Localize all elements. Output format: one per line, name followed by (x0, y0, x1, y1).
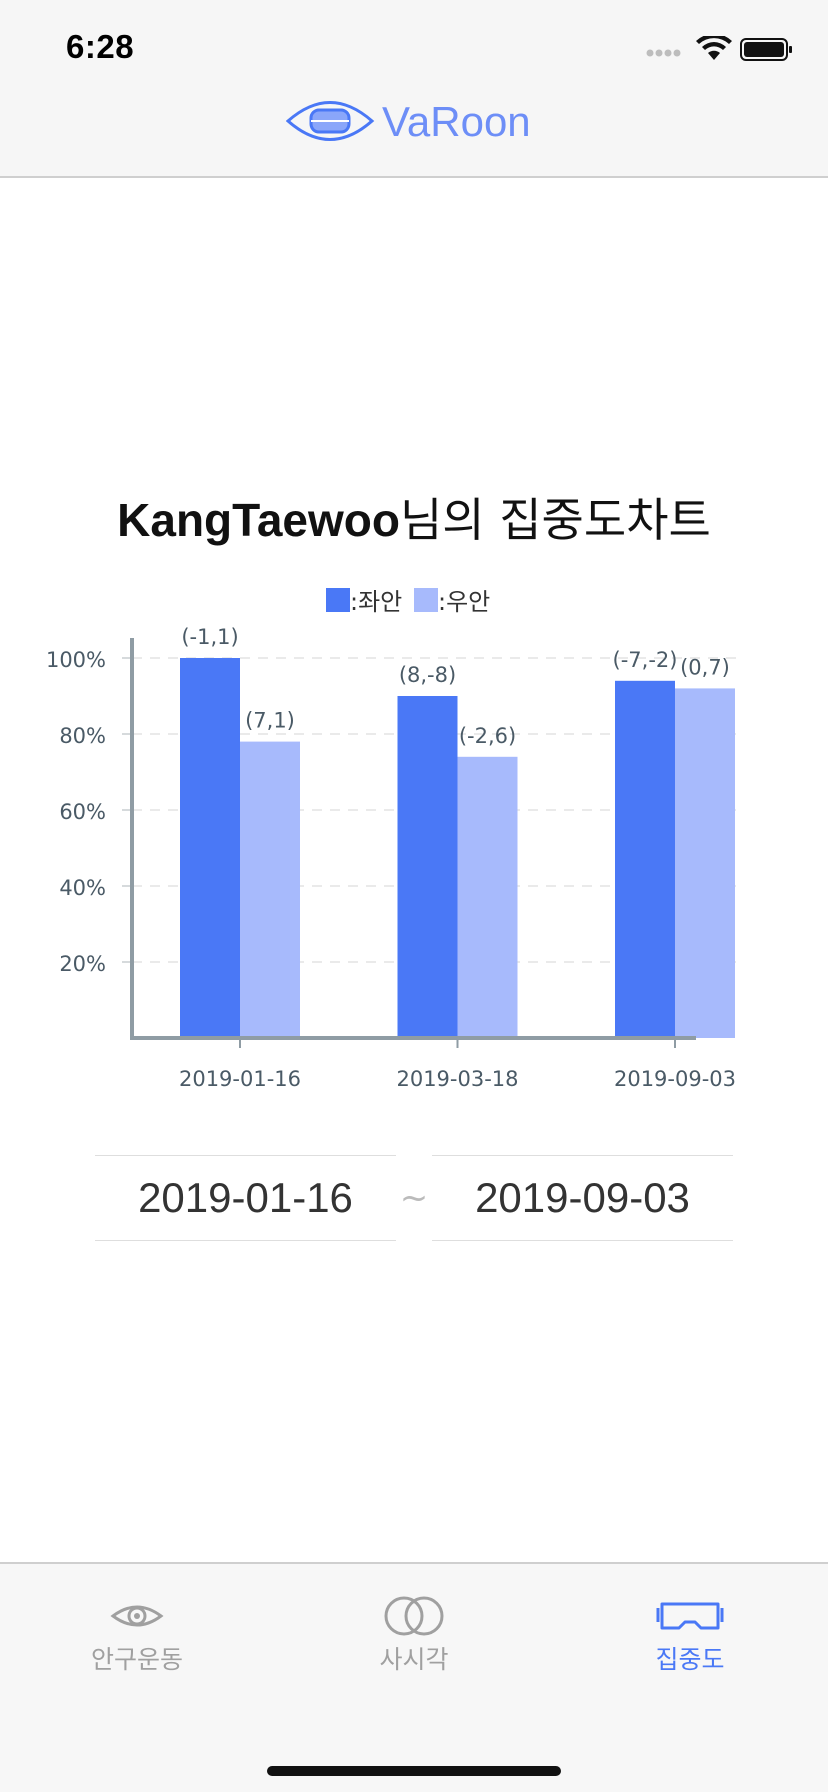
logo-text: VaRoon (382, 98, 531, 145)
status-time: 6:28 (66, 28, 135, 65)
y-tick-label: 40% (59, 876, 106, 900)
bar (457, 756, 518, 1038)
data-label: (-1,1) (181, 625, 238, 649)
bar (240, 741, 300, 1038)
tab-concentration[interactable]: 집중도 (590, 1594, 790, 1694)
data-label: (0,7) (680, 655, 730, 679)
double-circle-icon (384, 1596, 444, 1636)
legend-label: :우안 (438, 588, 490, 616)
x-tick-label: 2019-03-18 (396, 1067, 518, 1091)
varoon-logo: VaRoon (286, 98, 531, 145)
eye-icon (110, 1605, 164, 1627)
tab-strabismus-angle[interactable]: 사시각 (314, 1594, 514, 1694)
battery-icon (740, 38, 792, 61)
chart-title: KangTaewoo님의 집중도차트 (0, 484, 828, 550)
y-tick-label: 80% (59, 724, 106, 748)
x-tick-label: 2019-09-03 (614, 1067, 736, 1091)
legend-label: :좌안 (350, 588, 402, 616)
home-indicator (267, 1766, 561, 1776)
bar (397, 696, 458, 1038)
date-range-separator: ~ (399, 1178, 429, 1218)
date-range: 2019-01-16 ~ 2019-09-03 (95, 1155, 733, 1241)
legend-swatch (414, 588, 438, 612)
chart-title-suffix: 님의 집중도차트 (399, 493, 711, 547)
wifi-icon (696, 36, 732, 60)
y-tick-label: 60% (59, 800, 106, 824)
bar (615, 680, 675, 1038)
data-label: (8,-8) (399, 663, 456, 687)
logo-eye-icon (286, 101, 375, 141)
tab-bar: 안구운동 사시각 집중도 (0, 1562, 828, 1792)
legend-swatch (326, 588, 350, 612)
data-label: (7,1) (245, 709, 295, 733)
start-date-field[interactable]: 2019-01-16 (95, 1155, 396, 1241)
tab-eye-exercise[interactable]: 안구운동 (37, 1594, 237, 1694)
y-tick-label: 100% (46, 648, 106, 672)
concentration-bar-chart: 20% 40% 60% 80% 100% (-1,1) (7,1) 2019-01-16 (8,… (46, 588, 740, 1091)
navigation-bar: 6:28 VaRoon (0, 0, 828, 178)
data-label: (-2,6) (459, 724, 516, 748)
tab-label: 안구운동 (90, 1645, 183, 1674)
end-date-field[interactable]: 2019-09-03 (432, 1155, 733, 1241)
vr-headset-icon (656, 1602, 724, 1630)
user-name: KangTaewoo (117, 494, 400, 546)
signal-dots-icon (646, 49, 681, 57)
data-label: (-7,-2) (613, 648, 678, 672)
y-tick-label: 20% (59, 952, 106, 976)
bar (180, 658, 240, 1038)
bar (675, 688, 735, 1038)
tab-label: 집중도 (655, 1645, 725, 1674)
tab-label: 사시각 (379, 1645, 449, 1674)
status-icons (646, 36, 792, 61)
x-tick-label: 2019-01-16 (179, 1067, 301, 1091)
